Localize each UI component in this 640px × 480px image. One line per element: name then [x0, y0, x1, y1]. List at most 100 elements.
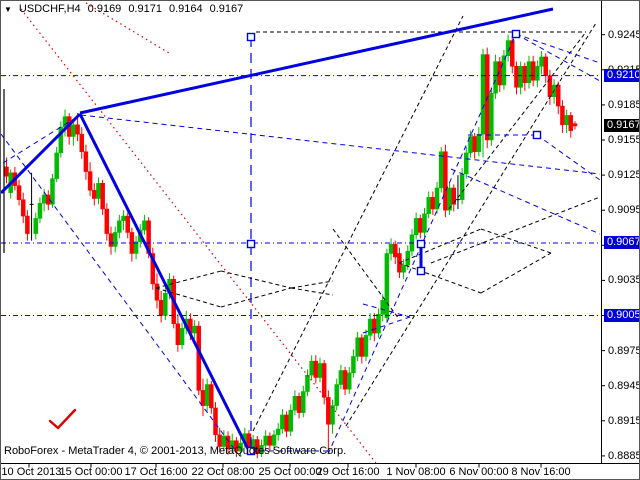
bull-candle — [459, 173, 465, 200]
bear-candle — [430, 197, 436, 210]
bull-candle — [363, 335, 369, 357]
black-pattern-line — [332, 228, 400, 320]
bear-candle — [100, 183, 105, 210]
bear-candle — [321, 363, 327, 398]
selection-handle — [246, 32, 256, 42]
level-price-badge: 0.9005 — [604, 308, 639, 322]
bear-candle — [530, 61, 536, 81]
black-pattern-line — [252, 15, 464, 432]
bear-candle — [75, 124, 80, 135]
bear-candle — [213, 407, 218, 436]
bull-candle — [58, 126, 64, 154]
bull-candle — [476, 133, 482, 152]
bull-candle — [526, 61, 532, 83]
bear-candle — [372, 318, 377, 334]
price-tick-label: 0.9155 — [608, 134, 640, 146]
bear-candle — [20, 199, 26, 217]
bear-candle — [154, 283, 160, 301]
bull-candle — [133, 241, 139, 254]
blue-trend-line — [78, 113, 252, 454]
bull-candle — [413, 218, 419, 236]
bull-candle — [347, 372, 352, 390]
bear-candle — [267, 435, 273, 446]
level-price-badge: 0.9067 — [604, 235, 639, 249]
bear-candle — [25, 215, 30, 234]
blue-channel-line — [515, 33, 601, 82]
bull-candle — [493, 61, 498, 94]
bull-candle — [292, 395, 298, 411]
black-pattern-line — [345, 22, 597, 427]
bull-candle — [489, 92, 494, 141]
bull-candle — [376, 314, 381, 334]
blue-trend-line — [79, 7, 554, 115]
bull-candle — [388, 243, 394, 254]
bull-candle — [271, 434, 277, 446]
bear-candle — [522, 66, 528, 83]
bear-candle — [83, 151, 89, 172]
bear-candle — [125, 215, 130, 233]
bear-candle — [451, 187, 457, 205]
quote-high: 0.9171 — [128, 3, 162, 15]
bear-candle — [443, 151, 448, 211]
bull-candle — [309, 360, 314, 376]
time-tick-label: 29 Oct 16:00 — [316, 466, 380, 478]
price-tick-label: 0.8945 — [608, 379, 640, 392]
time-tick-label: 6 Nov 00:00 — [449, 466, 509, 478]
bull-candle — [179, 328, 185, 345]
red-projection-line — [20, 8, 377, 464]
black-pattern-line — [290, 287, 334, 296]
bear-candle — [209, 384, 214, 409]
bull-candle — [238, 442, 243, 452]
bull-candle — [301, 391, 306, 413]
symbol-dropdown-icon[interactable]: ▼ — [4, 4, 12, 14]
selection-handle — [246, 446, 256, 456]
black-pattern-line — [448, 31, 587, 210]
bear-candle — [560, 105, 565, 126]
bull-candle — [288, 410, 293, 432]
bull-candle — [71, 124, 76, 137]
bear-candle — [313, 360, 319, 378]
black-pattern-line — [220, 270, 292, 289]
bull-candle — [317, 363, 323, 378]
time-tick-label: 17 Oct 16:00 — [124, 466, 188, 478]
chart-header: ▼ USDCHF,H4 0.9169 0.9171 0.9164 0.9167 — [4, 3, 243, 15]
price-tick-label: 0.9035 — [608, 274, 640, 287]
black-pattern-line — [220, 287, 292, 308]
branding-text: RoboForex - MetaTrader 4, © 2001-2013, M… — [4, 445, 347, 457]
bull-candle — [405, 250, 411, 266]
bear-candle — [543, 56, 548, 76]
price-tick-label: 0.9125 — [608, 169, 640, 182]
bear-candle — [326, 397, 331, 425]
time-tick-label: 15 Oct 00:00 — [59, 466, 123, 478]
bull-candle — [330, 405, 335, 425]
blue-channel-line — [515, 33, 601, 64]
time-tick-label: 8 Nov 16:00 — [511, 466, 571, 478]
selection-handle — [416, 266, 426, 276]
bull-candle — [384, 253, 390, 319]
selection-handle — [532, 130, 542, 140]
bull-candle — [41, 194, 47, 204]
bull-candle — [112, 232, 118, 247]
blue-channel-line — [327, 33, 517, 455]
bear-candle — [4, 166, 9, 177]
bear-candle — [158, 300, 164, 316]
bear-candle — [572, 123, 578, 127]
time-tick-label: 25 Oct 00:00 — [258, 466, 322, 478]
bear-candle — [104, 208, 110, 234]
bull-candle — [263, 435, 268, 446]
bear-candle — [342, 370, 348, 390]
bull-candle — [380, 300, 385, 315]
black-pattern-line — [398, 262, 482, 294]
bull-candle — [33, 218, 39, 234]
bull-candle — [259, 445, 264, 454]
bull-candle — [355, 337, 360, 357]
bull-candle — [96, 183, 101, 199]
quote-open: 0.9169 — [87, 3, 122, 15]
bear-candle — [150, 253, 156, 285]
black-pattern-line — [290, 280, 334, 289]
bull-candle — [401, 264, 406, 273]
blue-channel-line — [450, 168, 601, 235]
bull-candle — [480, 54, 486, 135]
